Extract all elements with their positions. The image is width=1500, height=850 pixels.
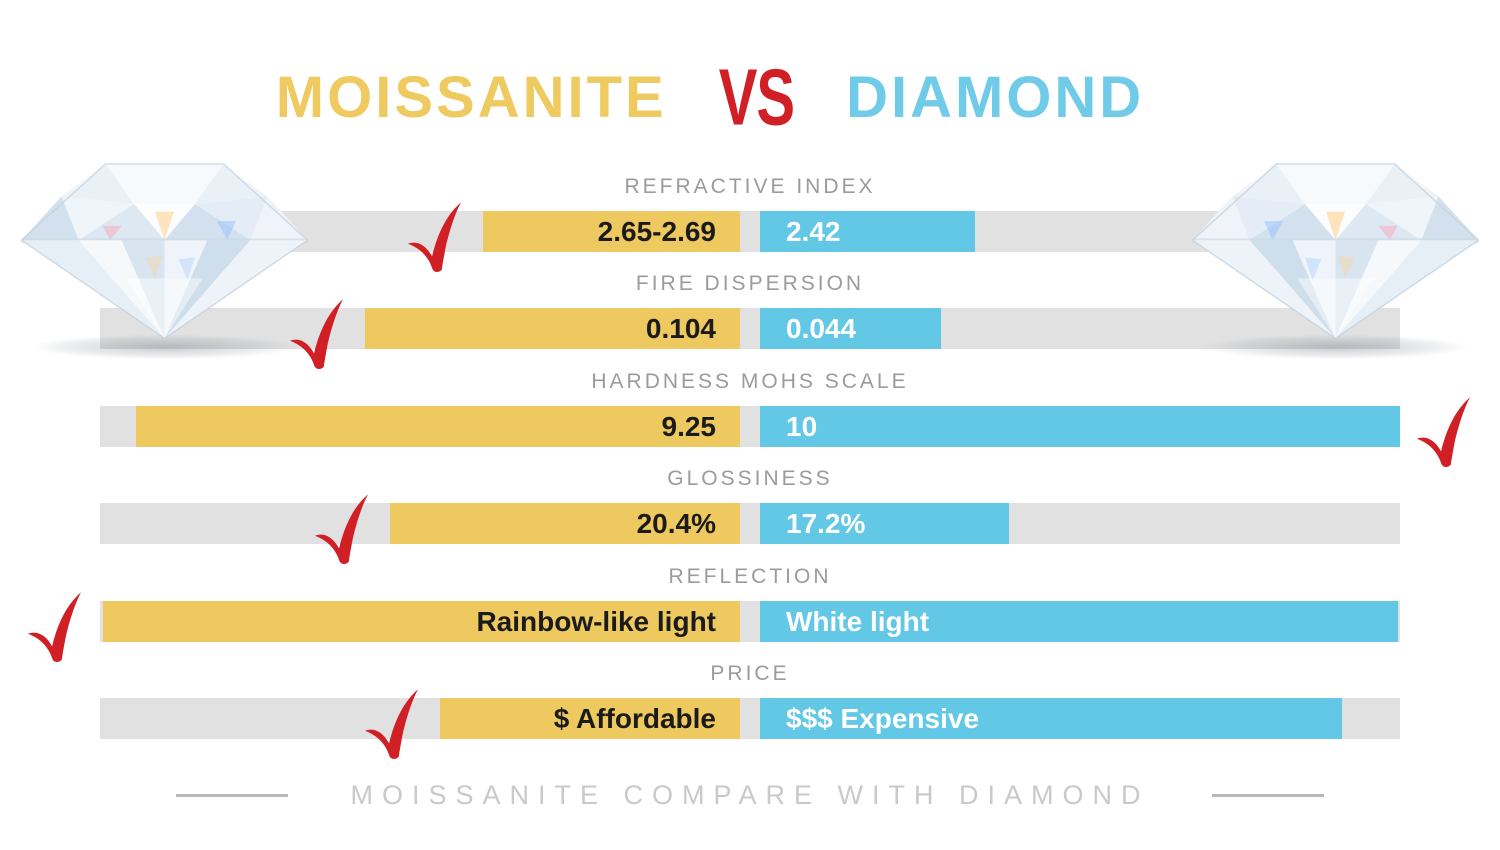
row-label: REFLECTION <box>668 565 832 588</box>
diamond-value-bar: 10 <box>760 406 1400 447</box>
moissanite-value-bar: Rainbow-like light <box>103 601 740 642</box>
row-label: FIRE DISPERSION <box>635 272 865 295</box>
right-diamond-image <box>1183 142 1488 367</box>
title-diamond: DIAMOND <box>846 65 1145 130</box>
bar-track <box>100 503 1400 544</box>
checkmark-icon <box>407 202 462 272</box>
footer-line-left <box>176 794 289 797</box>
moissanite-value-bar: 20.4% <box>390 503 740 544</box>
checkmark-icon <box>1416 397 1471 467</box>
title-vs: VS <box>718 52 795 143</box>
bar-track <box>100 211 1400 252</box>
bar-track <box>100 308 1400 349</box>
checkmark-icon <box>364 689 419 759</box>
row-label: HARDNESS MOHS SCALE <box>591 370 909 393</box>
moissanite-value-bar: $ Affordable <box>440 698 740 739</box>
checkmark-icon <box>27 592 82 662</box>
row-label: REFRACTIVE INDEX <box>624 175 876 198</box>
diamond-value-bar: 2.42 <box>760 211 975 252</box>
moissanite-value-bar: 2.65-2.69 <box>483 211 740 252</box>
row-label: PRICE <box>710 662 790 685</box>
moissanite-value-bar: 0.104 <box>365 308 740 349</box>
row-label: GLOSSINESS <box>667 467 833 490</box>
page-title: MOISSANITE VS DIAMOND <box>0 53 1460 143</box>
title-moissanite: MOISSANITE <box>275 65 667 130</box>
diamond-value-bar: White light <box>760 601 1398 642</box>
footer-caption: MOISSANITE COMPARE WITH DIAMOND <box>350 780 1150 810</box>
checkmark-icon <box>289 299 344 369</box>
footer-line-right <box>1211 794 1324 797</box>
diamond-value-bar: 17.2% <box>760 503 1009 544</box>
diamond-value-bar: 0.044 <box>760 308 941 349</box>
diamond-value-bar: $$$ Expensive <box>760 698 1342 739</box>
footer: MOISSANITE COMPARE WITH DIAMOND <box>0 780 1500 811</box>
left-diamond-image <box>12 142 317 367</box>
checkmark-icon <box>314 494 369 564</box>
moissanite-value-bar: 9.25 <box>136 406 740 447</box>
